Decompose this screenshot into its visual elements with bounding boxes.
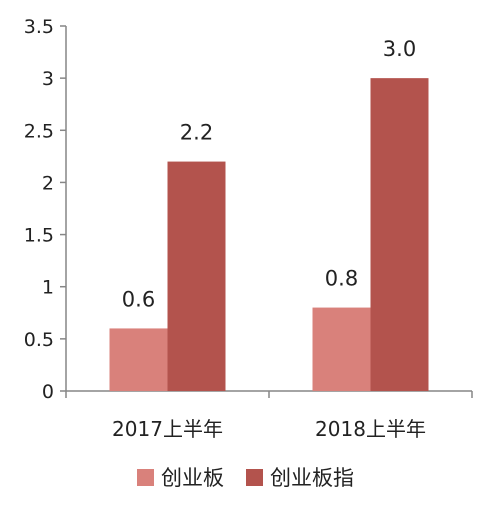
y-axis: 0 0.5 1 1.5 2 2.5 3 3.5 [24,16,67,403]
data-label: 3.0 [383,37,416,61]
bar [167,161,226,391]
legend-swatch [137,469,154,486]
data-labels: 0.6 2.2 0.8 3.0 [122,37,416,311]
y-tick-label: 1 [42,277,54,299]
bar [109,328,168,391]
legend-label: 创业板指 [270,466,354,490]
y-tick-label: 0 [42,381,54,403]
y-tick-label: 2 [42,172,54,194]
x-tick-label: 2018上半年 [315,417,426,441]
x-axis: 2017上半年 2018上半年 [65,390,473,441]
bar [370,78,429,392]
y-tick-label: 0.5 [24,329,54,351]
data-label: 0.6 [122,287,155,311]
y-tick-label: 1.5 [24,225,54,247]
bar [312,307,371,391]
legend-swatch [246,469,263,486]
x-tick-label: 2017上半年 [112,417,223,441]
legend: 创业板 创业板指 [137,466,354,490]
legend-label: 创业板 [161,466,224,490]
y-tick-label: 2.5 [24,120,54,142]
y-tick-label: 3.5 [24,16,54,38]
data-label: 2.2 [180,121,213,145]
data-label: 0.8 [325,267,358,291]
y-tick-label: 3 [42,68,54,90]
bars [109,78,429,392]
